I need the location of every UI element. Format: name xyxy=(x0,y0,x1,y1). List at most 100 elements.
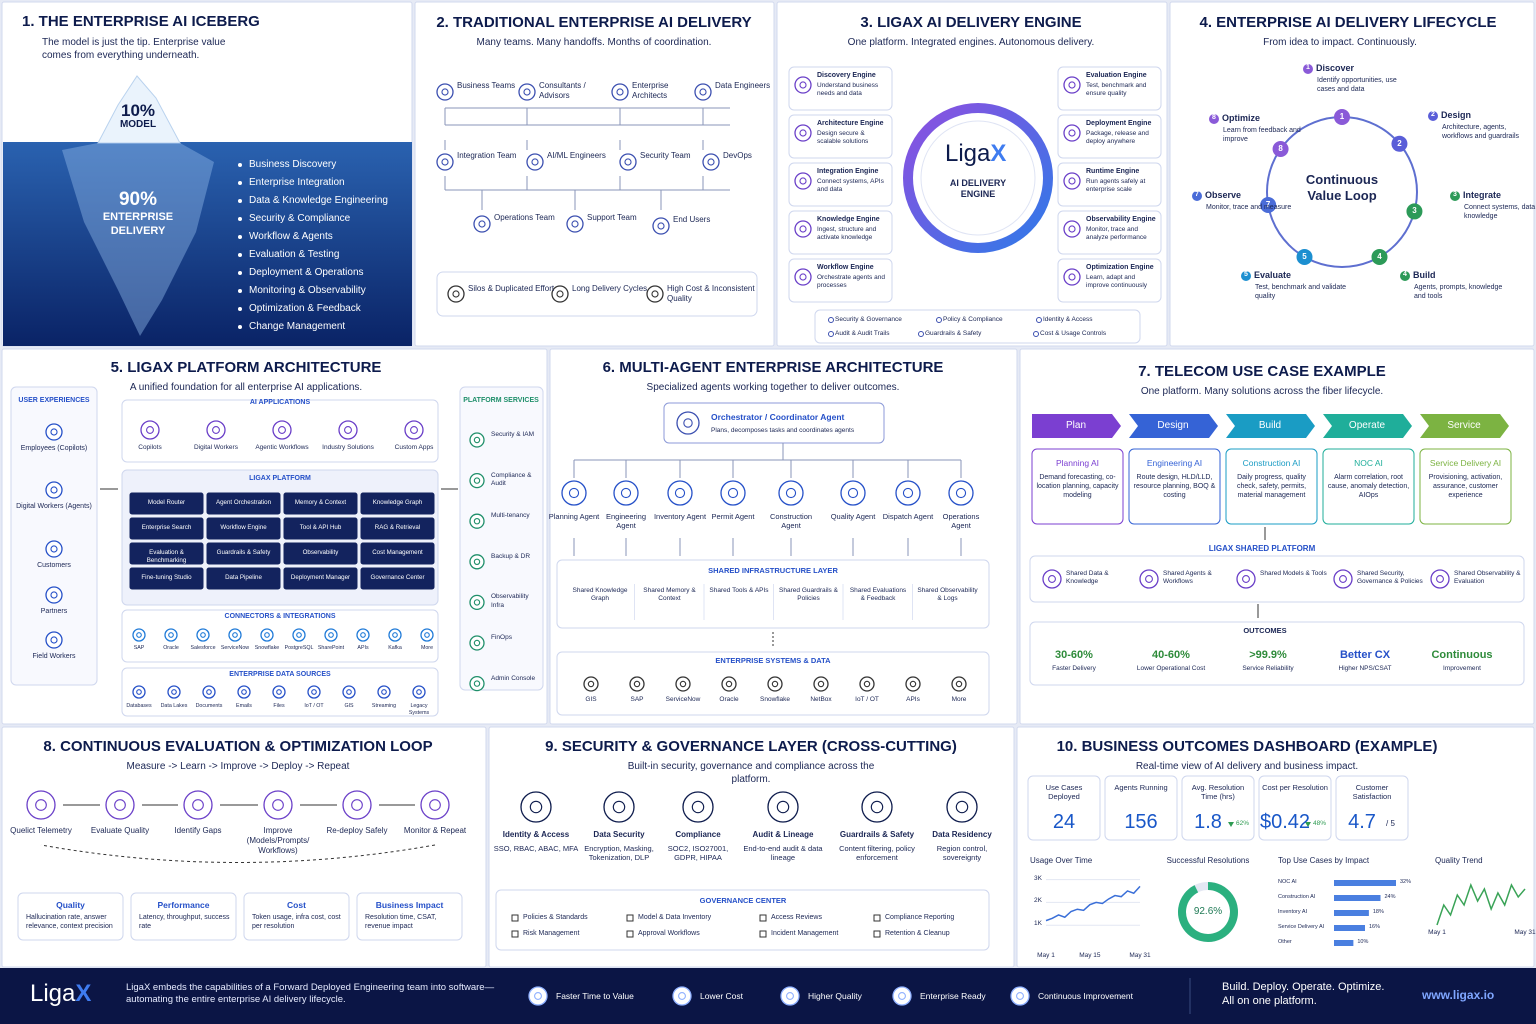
label: Observability xyxy=(302,549,339,556)
label: ENTERPRISE DATA SOURCES xyxy=(229,671,331,678)
icon-dot xyxy=(679,680,687,688)
icon-dot xyxy=(529,800,543,814)
label: SAP xyxy=(133,645,145,651)
list-item: Monitoring & Observability xyxy=(249,285,366,296)
icon xyxy=(183,790,213,820)
box xyxy=(1258,775,1332,841)
label: 90% xyxy=(118,189,158,210)
label: Data Residency xyxy=(932,830,992,839)
icon xyxy=(140,420,160,440)
panel-subtitle: Specialized agents working together to d… xyxy=(646,382,900,393)
label: GIS xyxy=(344,703,354,709)
label: Digital Workers (Agents) xyxy=(16,503,92,510)
box xyxy=(814,309,1141,344)
icon xyxy=(45,631,63,649)
module xyxy=(206,542,281,565)
icon xyxy=(566,215,584,233)
label: Continuous Improvement xyxy=(1038,991,1133,1001)
box xyxy=(10,386,98,686)
label: Planning AI xyxy=(1055,458,1099,468)
label: Demand forecasting, co-location planning… xyxy=(1036,474,1119,499)
icon-dot xyxy=(633,680,641,688)
label: LIGAX SHARED PLATFORM xyxy=(1208,544,1316,553)
label: Improvement xyxy=(1443,665,1481,672)
label: Service xyxy=(1447,420,1481,431)
icon-dot xyxy=(674,487,686,499)
panel-title: 4. ENTERPRISE AI DELIVERY LIFECYCLE xyxy=(1199,14,1497,31)
label: Runtime Engine xyxy=(1086,168,1140,175)
label: Test, benchmark and validate quality xyxy=(1255,284,1347,300)
icon xyxy=(676,411,700,435)
label: Compliance Reporting xyxy=(885,914,955,921)
label: Ingest, structure and activate knowledge xyxy=(817,226,877,242)
label: Resolution time, CSAT, revenue impact xyxy=(365,914,437,930)
icon xyxy=(469,594,485,611)
role: Business Teams xyxy=(457,81,516,90)
label: Shared Guardrails & Policies xyxy=(779,587,838,603)
label: ServiceNow xyxy=(665,696,701,703)
label: Service Reliability xyxy=(1242,665,1294,672)
box xyxy=(1057,162,1162,207)
panel-title: 10. BUSINESS OUTCOMES DASHBOARD (EXAMPLE… xyxy=(1056,738,1438,755)
icon-dot xyxy=(534,992,542,1000)
icon-dot xyxy=(392,632,398,638)
label: Compliance xyxy=(675,830,721,839)
box xyxy=(1104,775,1178,841)
icon xyxy=(613,480,639,506)
icon-dot xyxy=(311,689,317,695)
label: Operations Agent xyxy=(942,512,980,531)
icon-dot xyxy=(416,689,422,695)
icon xyxy=(652,217,670,235)
problem: High Cost & Inconsistent Quality xyxy=(667,284,755,303)
icon xyxy=(45,481,63,499)
icon-dot xyxy=(35,799,47,811)
label: Build xyxy=(1413,270,1436,280)
label: Shared Data & Knowledge xyxy=(1066,570,1109,586)
role: DevOps xyxy=(723,151,752,160)
checkbox xyxy=(511,914,519,922)
label: Customers xyxy=(37,562,71,569)
icon-dot xyxy=(328,632,334,638)
label: Copilots xyxy=(138,444,162,451)
label: SharePoint xyxy=(317,645,345,651)
label: Policies & Standards xyxy=(523,914,588,921)
phase-chevron xyxy=(1129,414,1218,438)
data-label: 18% xyxy=(1372,909,1384,915)
label: Re-deploy Safely xyxy=(326,826,388,835)
icon xyxy=(1042,569,1062,589)
label: PostgreSQL xyxy=(284,645,314,651)
label: Plans, decomposes tasks and coordinates … xyxy=(711,427,855,434)
ring xyxy=(903,103,1053,253)
label: 1 xyxy=(1339,112,1345,121)
label: Architecture, agents, workflows and guar… xyxy=(1442,124,1520,140)
icon-dot xyxy=(1436,575,1444,583)
label: Quelict Telemetry xyxy=(10,826,72,835)
label: RAG & Retrieval xyxy=(374,524,421,531)
label: Shared Observability & Evaluation xyxy=(1454,570,1521,586)
label: Higher NPS/CSAT xyxy=(1338,665,1392,672)
role: Support Team xyxy=(587,213,637,222)
icon xyxy=(675,676,691,692)
icon-dot xyxy=(727,487,739,499)
label: Identify opportunities, use cases and da… xyxy=(1317,77,1397,93)
icon xyxy=(469,675,485,692)
icon xyxy=(164,628,178,642)
list-item: Optimization & Feedback xyxy=(249,303,361,314)
logo: LigaX xyxy=(945,140,1006,168)
box xyxy=(788,210,893,255)
icon-dot xyxy=(799,81,807,89)
icon xyxy=(603,791,635,823)
label: Industry Solutions xyxy=(322,444,374,451)
label: GIS xyxy=(585,696,597,703)
footer xyxy=(0,968,1536,1024)
box xyxy=(130,892,237,941)
bullet xyxy=(238,253,242,257)
box xyxy=(459,386,544,691)
icon-dot xyxy=(1068,225,1076,233)
label: Field Workers xyxy=(32,653,76,660)
label: Better CX xyxy=(1339,649,1391,661)
icon-dot xyxy=(200,632,206,638)
icon-dot xyxy=(441,158,449,166)
label: USER EXPERIENCES xyxy=(18,397,90,404)
